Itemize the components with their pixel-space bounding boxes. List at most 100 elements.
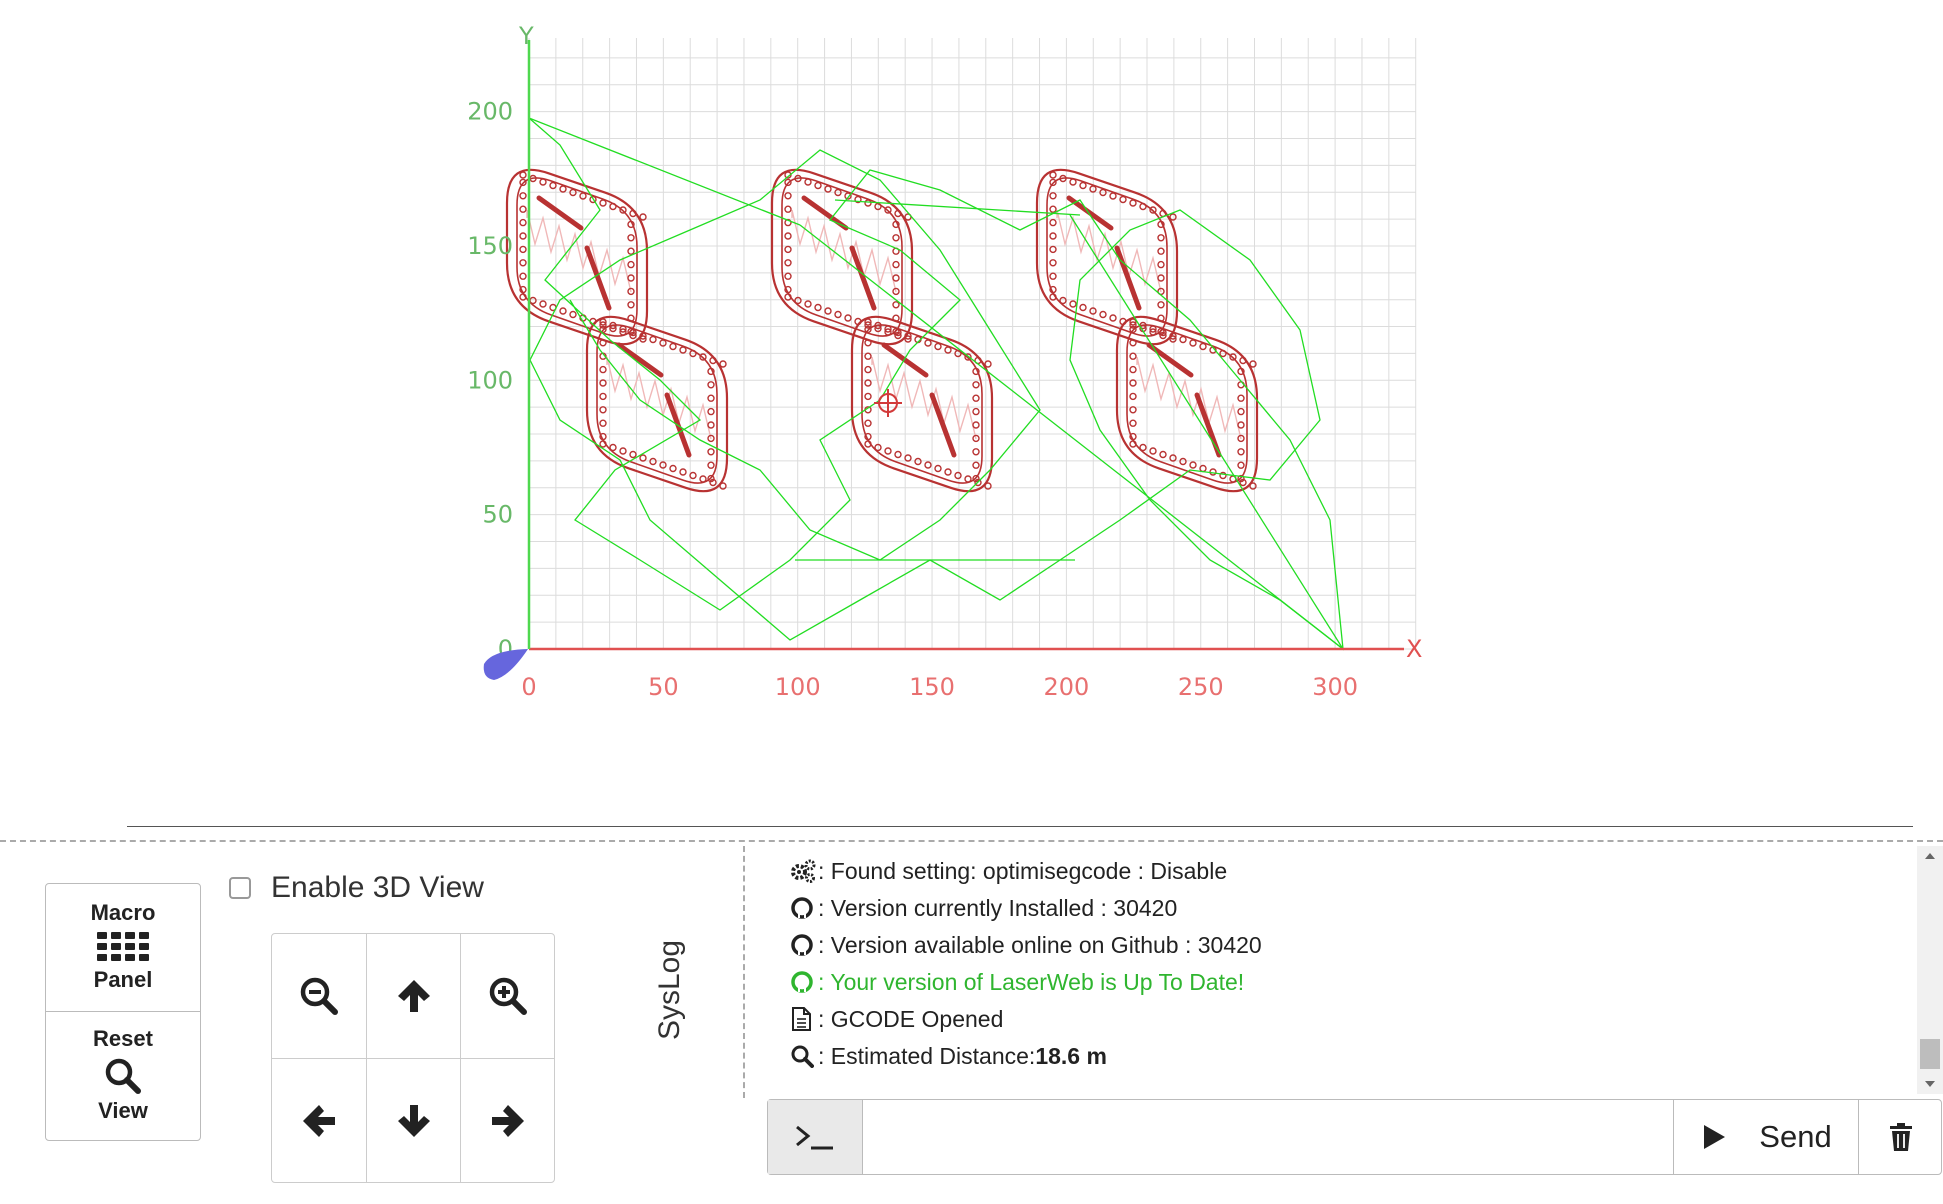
panel-resize-handle[interactable] — [0, 840, 1943, 842]
hole — [707, 394, 715, 402]
hole — [707, 421, 715, 429]
log-scrollbar[interactable] — [1917, 846, 1943, 1094]
hole — [1237, 407, 1245, 416]
hole — [1109, 192, 1117, 200]
hole — [1069, 300, 1077, 308]
hole — [844, 192, 852, 200]
hole — [1079, 181, 1087, 190]
send-button[interactable]: Send — [1673, 1100, 1859, 1174]
hole — [884, 206, 892, 214]
hole — [1129, 379, 1137, 387]
scroll-thumb[interactable] — [1920, 1039, 1940, 1069]
hole — [629, 331, 637, 340]
hole — [834, 188, 842, 197]
macro-panel-button[interactable]: Macro Panel — [46, 884, 200, 1012]
y-axis-letter: Y — [518, 22, 534, 50]
log-text: : Found setting: optimisegcode : Disable — [818, 857, 1228, 884]
enable-3d-checkbox[interactable] — [229, 877, 251, 899]
hole — [689, 349, 697, 358]
hole — [649, 335, 657, 344]
hole — [659, 339, 667, 347]
hole — [1129, 419, 1137, 427]
hole — [892, 260, 900, 269]
syslog-label-text: SysLog — [653, 939, 686, 1041]
hole — [709, 478, 717, 487]
hole — [1157, 301, 1165, 309]
hole — [954, 349, 962, 358]
hole — [894, 328, 902, 337]
log-line: : Version available online on Github : 3… — [790, 928, 1262, 962]
x-tick-label: 200 — [1043, 673, 1089, 701]
caret-up-icon — [1925, 853, 1935, 859]
hole — [639, 454, 647, 462]
hole — [1089, 307, 1097, 315]
side-button-group: Macro Panel Reset View — [45, 883, 201, 1141]
command-input[interactable] — [863, 1101, 1678, 1171]
viewer-canvas[interactable]: X Y 0 50 100 150 200 250 300 0 50 100 150 200 — [0, 0, 1943, 820]
hole — [1129, 406, 1137, 414]
search-icon — [790, 1042, 818, 1070]
scroll-up-button[interactable] — [1917, 846, 1943, 866]
slot — [1114, 245, 1142, 311]
hole — [1179, 457, 1187, 466]
hole — [599, 325, 607, 334]
hole — [1159, 328, 1167, 337]
github-icon — [790, 931, 818, 959]
jog-up-button[interactable] — [367, 934, 460, 1057]
reset-view-button[interactable]: Reset View — [46, 1012, 200, 1139]
hole — [1157, 247, 1165, 255]
hole — [864, 339, 872, 347]
syslog-label: SysLog — [650, 935, 690, 1045]
zoom-out-button[interactable] — [272, 934, 365, 1057]
hole — [639, 335, 647, 343]
hole — [972, 407, 980, 416]
origin-marker-icon — [483, 649, 528, 680]
log-line: : Estimated Distance: 18.6 m — [790, 1039, 1107, 1071]
hole — [529, 296, 537, 305]
crosshair-icon — [874, 389, 902, 417]
hole — [1159, 331, 1167, 340]
hole — [1169, 335, 1177, 343]
github-icon — [790, 894, 818, 922]
hole — [1169, 332, 1177, 340]
log-text: : Your version of LaserWeb is Up To Date… — [818, 968, 1245, 995]
hole — [1049, 272, 1057, 280]
slot — [801, 195, 849, 231]
macro-label-bottom: Panel — [93, 967, 153, 992]
enable-3d-toggle[interactable]: Enable 3D View — [229, 871, 484, 904]
jog-right-button[interactable] — [461, 1059, 554, 1182]
hole — [904, 454, 912, 462]
hole — [1157, 274, 1165, 282]
hole — [1237, 474, 1245, 483]
arrow-right-icon — [491, 1104, 524, 1137]
hole — [1129, 440, 1137, 448]
hole — [679, 468, 687, 476]
hole — [569, 188, 577, 197]
hole — [1129, 318, 1137, 326]
hole — [629, 328, 637, 337]
scroll-down-button[interactable] — [1917, 1074, 1943, 1094]
hole — [1129, 392, 1137, 401]
hole — [924, 461, 932, 469]
hole — [1129, 321, 1137, 329]
hole — [864, 321, 872, 329]
slot — [1146, 342, 1194, 378]
hole — [892, 220, 900, 229]
syslog-panel[interactable]: : Found setting: optimisegcode : Disable… — [790, 846, 1910, 1071]
hole — [569, 310, 577, 319]
gcode-viewer[interactable]: X Y 0 50 100 150 200 250 300 0 50 100 150 200 — [0, 0, 1943, 820]
slot — [881, 342, 929, 378]
hole — [1237, 394, 1245, 402]
hole — [814, 181, 822, 190]
travel-paths — [528, 116, 1344, 651]
clear-log-button[interactable] — [1858, 1100, 1942, 1174]
jog-down-button[interactable] — [367, 1059, 460, 1182]
zoom-in-button[interactable] — [461, 934, 554, 1057]
hole — [824, 307, 832, 315]
hole — [1249, 360, 1257, 368]
jog-left-button[interactable] — [272, 1059, 365, 1182]
hole — [519, 218, 527, 227]
hole — [954, 471, 962, 480]
arrow-left-icon — [302, 1104, 335, 1137]
hole — [1189, 461, 1197, 469]
